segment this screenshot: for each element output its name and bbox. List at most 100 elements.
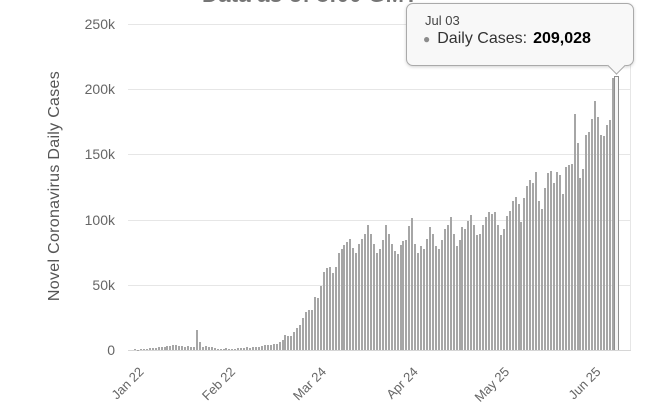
daily-cases-bar[interactable] [535, 172, 538, 350]
daily-cases-bar[interactable] [198, 341, 201, 350]
daily-cases-bar[interactable] [145, 348, 148, 350]
daily-cases-bar[interactable] [482, 224, 485, 350]
daily-cases-bar[interactable] [325, 267, 328, 350]
daily-cases-bar[interactable] [440, 239, 443, 350]
daily-cases-bar[interactable] [452, 234, 455, 350]
daily-cases-bar[interactable] [204, 346, 207, 350]
daily-cases-bar[interactable] [473, 224, 476, 350]
daily-cases-bar[interactable] [529, 179, 532, 350]
daily-cases-bar[interactable] [538, 200, 541, 350]
daily-cases-bar[interactable] [558, 175, 561, 350]
daily-cases-bar[interactable] [396, 253, 399, 350]
daily-cases-bar[interactable] [319, 285, 322, 350]
daily-cases-bar[interactable] [293, 331, 296, 350]
daily-cases-bar[interactable] [606, 125, 608, 350]
daily-cases-bar[interactable] [502, 228, 505, 350]
daily-cases-bar[interactable] [461, 226, 464, 350]
daily-cases-bar[interactable] [249, 347, 252, 350]
daily-cases-bar[interactable] [222, 348, 225, 350]
daily-cases-bar[interactable] [254, 346, 257, 350]
daily-cases-bar[interactable] [172, 344, 175, 350]
daily-cases-bar[interactable] [352, 248, 355, 350]
daily-cases-bar[interactable] [561, 194, 564, 350]
daily-cases-bar[interactable] [284, 335, 287, 350]
daily-cases-bar[interactable] [257, 346, 260, 350]
daily-cases-bar[interactable] [437, 249, 440, 350]
daily-cases-bar[interactable] [290, 335, 293, 350]
daily-cases-bar[interactable] [201, 346, 204, 350]
daily-cases-bar[interactable] [399, 244, 402, 350]
daily-cases-bar[interactable] [384, 225, 387, 350]
daily-cases-bar[interactable] [169, 345, 172, 350]
daily-cases-bar[interactable] [585, 134, 588, 350]
daily-cases-bar[interactable] [316, 298, 319, 350]
daily-cases-bar[interactable] [532, 182, 535, 350]
daily-cases-bar[interactable] [178, 345, 181, 350]
daily-cases-bar[interactable] [190, 346, 193, 350]
daily-cases-bar[interactable] [308, 310, 311, 350]
daily-cases-bar[interactable] [390, 243, 393, 350]
daily-cases-bar[interactable] [470, 215, 473, 350]
daily-cases-bar[interactable] [302, 317, 305, 350]
daily-cases-bar[interactable] [299, 325, 302, 350]
daily-cases-bar[interactable] [266, 345, 269, 350]
daily-cases-bar[interactable] [564, 167, 567, 350]
daily-cases-bar[interactable] [443, 228, 446, 350]
daily-cases-bar[interactable] [195, 330, 198, 350]
daily-cases-bar[interactable] [496, 225, 499, 350]
daily-cases-bar[interactable] [252, 347, 254, 350]
daily-cases-bar[interactable] [552, 182, 555, 350]
daily-cases-bar[interactable] [405, 239, 408, 350]
daily-cases-bar[interactable] [305, 312, 308, 350]
daily-cases-bar[interactable] [402, 241, 405, 350]
daily-cases-bar[interactable] [275, 344, 278, 350]
daily-cases-bar[interactable] [526, 186, 529, 350]
daily-cases-bar[interactable] [166, 346, 169, 350]
daily-cases-bar[interactable] [573, 113, 576, 350]
daily-cases-bar[interactable] [541, 208, 544, 350]
daily-cases-bar[interactable] [387, 233, 390, 350]
daily-cases-bar[interactable] [520, 222, 523, 350]
daily-cases-bar[interactable] [364, 233, 367, 350]
daily-cases-bar[interactable] [588, 132, 591, 350]
daily-cases-bar[interactable] [408, 226, 411, 350]
daily-cases-bar[interactable] [547, 173, 549, 350]
daily-cases-bar[interactable] [479, 234, 482, 350]
daily-cases-bar[interactable] [600, 134, 603, 350]
daily-cases-bar[interactable] [446, 224, 449, 350]
daily-cases-bar[interactable] [263, 344, 266, 350]
daily-cases-bar[interactable] [272, 344, 275, 350]
daily-cases-bar[interactable] [234, 348, 237, 350]
daily-cases-bar[interactable] [611, 78, 614, 350]
daily-cases-bar[interactable] [449, 217, 452, 350]
daily-cases-bar[interactable] [355, 253, 358, 350]
daily-cases-bar[interactable] [511, 200, 514, 350]
daily-cases-bar[interactable] [184, 346, 187, 350]
daily-cases-bar[interactable] [296, 328, 299, 350]
daily-cases-bar[interactable] [287, 335, 290, 350]
daily-cases-bar[interactable] [490, 214, 493, 350]
daily-cases-bar[interactable] [237, 348, 240, 350]
daily-cases-bar[interactable] [225, 347, 228, 350]
daily-cases-bar[interactable] [228, 349, 231, 350]
daily-cases-bar[interactable] [281, 340, 284, 350]
daily-cases-bar[interactable] [243, 347, 246, 350]
daily-cases-bar[interactable] [331, 273, 334, 350]
daily-cases-bar[interactable] [216, 349, 219, 350]
daily-cases-bar[interactable] [358, 244, 361, 350]
daily-cases-bar[interactable] [210, 347, 213, 350]
daily-cases-bar[interactable] [381, 240, 384, 350]
daily-cases-bar[interactable] [375, 253, 378, 350]
daily-cases-bar[interactable] [423, 249, 426, 350]
daily-cases-bar[interactable] [346, 242, 349, 350]
daily-cases-bar[interactable] [334, 267, 337, 350]
daily-cases-bar[interactable] [231, 348, 234, 350]
daily-cases-bar[interactable] [567, 165, 570, 350]
daily-cases-bar[interactable] [240, 348, 243, 350]
daily-cases-bar[interactable] [372, 244, 375, 350]
daily-cases-bar[interactable] [579, 178, 582, 350]
daily-cases-bar[interactable] [544, 187, 547, 350]
daily-cases-bar[interactable] [219, 348, 222, 350]
daily-cases-bar[interactable] [337, 252, 340, 350]
daily-cases-bar[interactable] [269, 344, 272, 350]
